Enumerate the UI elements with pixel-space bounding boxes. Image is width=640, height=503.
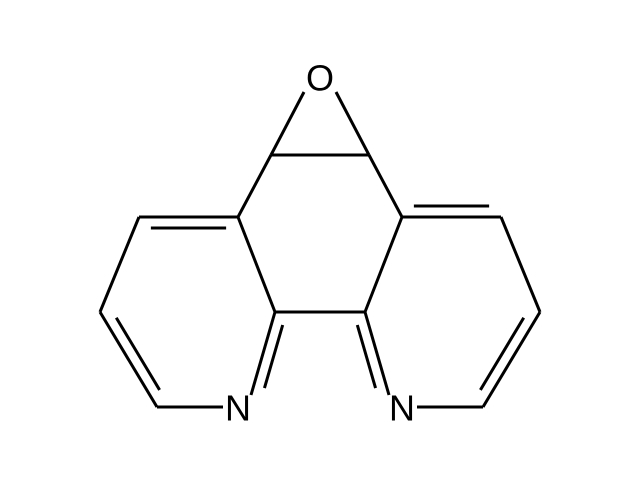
atom-label-O: O xyxy=(306,58,334,99)
atom-label-N2: N xyxy=(389,388,415,429)
atom-label-N1: N xyxy=(225,388,251,429)
molecule-svg: O N N xyxy=(0,0,640,503)
